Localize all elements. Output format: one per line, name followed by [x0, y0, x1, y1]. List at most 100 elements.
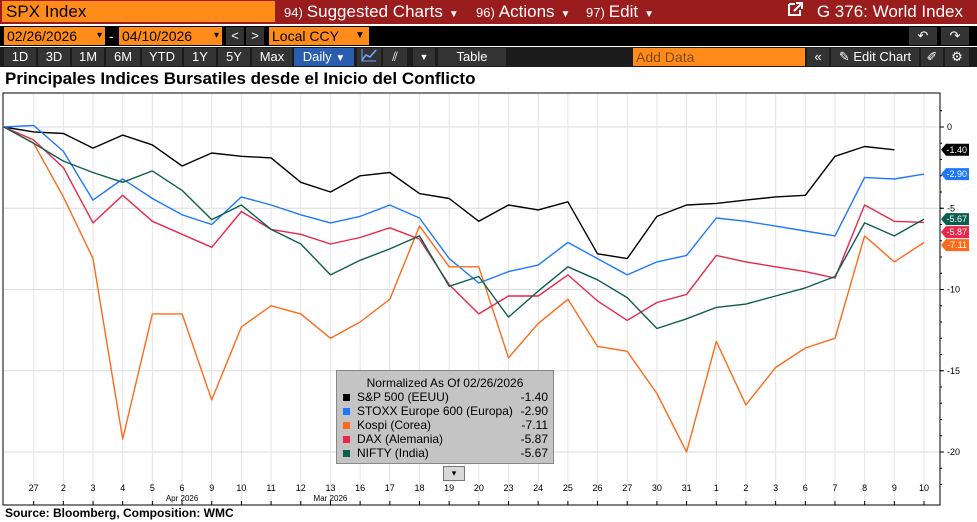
period-bar: 1D 3D 1M 6M YTD 1Y 5Y Max Daily ▼ ⫽ ▼ Ta… — [0, 47, 977, 67]
table-button[interactable]: Table — [438, 48, 506, 66]
period-3d[interactable]: 3D — [38, 48, 70, 66]
legend-collapse-icon[interactable]: ▾ — [443, 466, 465, 481]
x-tick-label: 25 — [563, 483, 573, 493]
period-5y[interactable]: 5Y — [218, 48, 250, 66]
legend-swatch — [343, 408, 350, 415]
chevron-down-icon: ▼ — [560, 9, 571, 20]
end-date-input[interactable]: 04/10/2026 — [119, 27, 211, 45]
last-value-tag-kospi: -7.11 — [941, 239, 969, 252]
last-value-tag-bg — [941, 226, 969, 239]
undo-icon[interactable]: ↶ — [909, 27, 937, 45]
x-tick-label: 6 — [180, 483, 185, 493]
last-value-tags: -1.40 -2.90 -5.67 -5.87 -7.11 — [941, 143, 969, 252]
edit-chart-label: Edit Chart — [853, 49, 912, 64]
suggested-charts-label: Suggested Charts — [306, 2, 443, 21]
x-tick-label: 9 — [892, 483, 897, 493]
x-tick-label: 9 — [209, 483, 214, 493]
period-1d[interactable]: 1D — [4, 48, 36, 66]
legend-name: NIFTY (India) — [357, 446, 429, 460]
legend-value: -1.40 — [520, 390, 548, 404]
edit-menu[interactable]: 97) Edit ▼ — [586, 0, 654, 24]
legend-value: -7.11 — [521, 418, 548, 432]
legend-item-nifty: NIFTY (India) -5.67 — [343, 446, 548, 460]
actions-number: 96) — [476, 5, 495, 20]
legend-value: -5.67 — [520, 446, 548, 460]
gridlines — [4, 94, 940, 505]
chevron-down-icon: ▼ — [448, 9, 459, 20]
legend-value: -2.90 — [520, 404, 548, 418]
last-value-tag-sp: -1.40 — [941, 143, 969, 156]
last-value-tag-dax: -5.87 — [941, 226, 969, 239]
frequency-select[interactable]: Daily ▼ — [294, 48, 354, 66]
y-tick-label: -15 — [947, 366, 960, 376]
bar-style-icon[interactable]: ⫽ — [383, 48, 407, 66]
x-tick-label: 7 — [832, 483, 837, 493]
y-tick-label: -10 — [947, 285, 960, 295]
y-tick-label: 0 — [947, 122, 952, 132]
x-tick-label: 26 — [593, 483, 603, 493]
chart-title: Principales Indices Bursatiles desde el … — [5, 69, 476, 88]
legend-swatch — [343, 436, 350, 443]
legend-swatch — [343, 450, 350, 457]
period-max[interactable]: Max — [252, 48, 292, 66]
legend-name: DAX (Alemania) — [357, 432, 444, 446]
gear-icon[interactable]: ⚙ — [945, 48, 969, 66]
period-1y[interactable]: 1Y — [184, 48, 216, 66]
line-chart-icon[interactable] — [357, 48, 381, 66]
edit-chart-button[interactable]: ✎ Edit Chart — [831, 48, 919, 66]
series-lines — [3, 124, 925, 453]
series-line-kospi — [3, 126, 925, 453]
plot-frame — [2, 92, 941, 506]
chart-type-dropdown[interactable]: ▼ — [413, 48, 435, 66]
legend-name: S&P 500 (EEUU) — [357, 390, 449, 404]
x-tick-label: 8 — [862, 483, 867, 493]
last-value-tag-nifty: -5.67 — [941, 213, 969, 226]
legend-name: Kospi (Corea) — [357, 418, 432, 432]
legend-swatch — [343, 394, 350, 401]
next-period-button[interactable]: > — [246, 27, 264, 45]
series-line-dax — [3, 126, 925, 322]
last-value-tag-bg — [941, 168, 969, 181]
prev-period-button[interactable]: < — [226, 27, 244, 45]
series-line-sp — [3, 126, 895, 260]
x-tick-label: 18 — [414, 483, 424, 493]
start-date-input[interactable]: 02/26/2026 — [4, 27, 94, 45]
external-link-icon[interactable] — [787, 0, 809, 24]
redo-icon[interactable]: ↷ — [941, 27, 969, 45]
x-tick-label: 27 — [622, 483, 632, 493]
y-axis: 0 -5 -10 -15 -20 — [940, 110, 960, 485]
suggested-charts-number: 94) — [284, 5, 303, 20]
currency-dropdown[interactable]: ▼ — [351, 27, 369, 45]
period-ytd[interactable]: YTD — [142, 48, 182, 66]
y-tick-label: -5 — [947, 203, 955, 213]
x-tick-label: 10 — [236, 483, 246, 493]
calendar-dropdown[interactable]: ▾ — [211, 27, 222, 45]
annotate-icon[interactable]: ✐ — [921, 48, 943, 66]
period-1m[interactable]: 1M — [72, 48, 104, 66]
actions-menu[interactable]: 96) Actions ▼ — [476, 0, 570, 24]
chart-id: G 376: World Index — [787, 0, 963, 24]
x-tick-label: 11 — [266, 483, 275, 493]
collapse-icon[interactable]: « — [807, 48, 829, 66]
chevron-down-icon: ▼ — [335, 53, 346, 64]
suggested-charts-menu[interactable]: 94) Suggested Charts ▼ — [284, 0, 459, 24]
legend-item-stoxx: STOXX Europe 600 (Europa) -2.90 — [343, 404, 548, 418]
x-month-label: Mar 2026 — [314, 494, 348, 503]
x-tick-label: 20 — [474, 483, 484, 493]
ticker-input[interactable]: SPX Index — [2, 1, 275, 22]
date-bar: 02/26/2026 ▾ - 04/10/2026 ▾ < > Local CC… — [0, 26, 977, 46]
legend-swatch — [343, 422, 350, 429]
last-value-tag-label: -2.90 — [946, 169, 967, 179]
add-data-input[interactable]: Add Data — [633, 48, 805, 66]
legend-item-kospi: Kospi (Corea) -7.11 — [343, 418, 548, 432]
last-value-tag-bg — [941, 239, 969, 252]
calendar-dropdown[interactable]: ▾ — [94, 27, 105, 45]
legend-title: Normalized As Of 02/26/2026 — [366, 376, 524, 390]
x-tick-label: 1 — [714, 483, 719, 493]
function-bar: SPX Index 94) Suggested Charts ▼ 96) Action… — [0, 0, 977, 24]
x-tick-label: 2 — [61, 483, 66, 493]
last-value-tag-bg — [941, 143, 969, 156]
currency-select[interactable]: Local CCY — [269, 27, 351, 45]
period-6m[interactable]: 6M — [106, 48, 140, 66]
